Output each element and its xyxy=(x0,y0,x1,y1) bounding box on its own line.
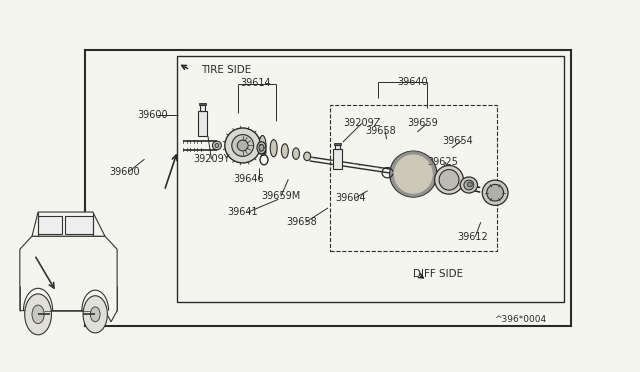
Text: TIRE SIDE: TIRE SIDE xyxy=(202,65,252,75)
Polygon shape xyxy=(199,103,206,105)
Text: DIFF SIDE: DIFF SIDE xyxy=(413,269,463,279)
Circle shape xyxy=(32,305,44,324)
Ellipse shape xyxy=(246,145,248,151)
Polygon shape xyxy=(38,216,63,234)
Ellipse shape xyxy=(251,146,253,153)
Ellipse shape xyxy=(390,151,437,197)
Text: 39659: 39659 xyxy=(408,118,438,128)
Text: 39659M: 39659M xyxy=(261,192,300,202)
Text: 39614: 39614 xyxy=(241,78,271,88)
Ellipse shape xyxy=(260,150,261,151)
Text: 39209Z: 39209Z xyxy=(343,118,380,128)
Polygon shape xyxy=(335,143,341,145)
Ellipse shape xyxy=(259,144,264,151)
Ellipse shape xyxy=(487,185,504,201)
Ellipse shape xyxy=(263,147,265,148)
Ellipse shape xyxy=(464,180,474,190)
Text: 39654: 39654 xyxy=(442,136,473,145)
Ellipse shape xyxy=(225,128,260,163)
Text: 39641: 39641 xyxy=(228,207,259,217)
Polygon shape xyxy=(200,105,205,110)
Ellipse shape xyxy=(460,177,477,193)
Ellipse shape xyxy=(260,148,264,155)
Text: 39658: 39658 xyxy=(286,217,317,227)
Text: 39646: 39646 xyxy=(234,174,264,184)
Text: ^396*0004: ^396*0004 xyxy=(494,315,547,324)
Ellipse shape xyxy=(304,152,310,161)
Ellipse shape xyxy=(439,170,459,190)
Polygon shape xyxy=(177,56,564,302)
Ellipse shape xyxy=(257,142,266,154)
Text: 39625: 39625 xyxy=(428,157,458,167)
Polygon shape xyxy=(32,212,105,236)
Ellipse shape xyxy=(260,144,261,146)
Polygon shape xyxy=(198,110,207,136)
Text: 39612: 39612 xyxy=(457,231,488,241)
Ellipse shape xyxy=(248,146,251,152)
Ellipse shape xyxy=(467,182,472,187)
Ellipse shape xyxy=(435,166,463,194)
Circle shape xyxy=(25,294,51,335)
Ellipse shape xyxy=(292,148,300,159)
Text: 39658: 39658 xyxy=(365,126,396,135)
Ellipse shape xyxy=(215,144,219,147)
Ellipse shape xyxy=(282,144,288,158)
Ellipse shape xyxy=(237,140,248,151)
Polygon shape xyxy=(20,236,117,322)
Polygon shape xyxy=(65,216,93,234)
Circle shape xyxy=(90,307,100,322)
Text: 39640: 39640 xyxy=(397,77,428,87)
Text: 39209Y: 39209Y xyxy=(193,154,230,164)
Polygon shape xyxy=(335,145,340,149)
Ellipse shape xyxy=(263,149,266,155)
Polygon shape xyxy=(333,149,342,169)
Ellipse shape xyxy=(270,140,277,157)
Ellipse shape xyxy=(256,147,259,154)
Text: 39600: 39600 xyxy=(137,110,168,120)
Ellipse shape xyxy=(259,135,266,155)
Ellipse shape xyxy=(253,147,256,153)
Ellipse shape xyxy=(259,148,261,154)
Ellipse shape xyxy=(232,135,253,156)
Ellipse shape xyxy=(483,180,508,205)
Polygon shape xyxy=(85,50,571,326)
Circle shape xyxy=(83,296,108,333)
Ellipse shape xyxy=(212,141,221,150)
Text: 39604: 39604 xyxy=(335,193,366,203)
Text: 39600: 39600 xyxy=(110,167,140,177)
